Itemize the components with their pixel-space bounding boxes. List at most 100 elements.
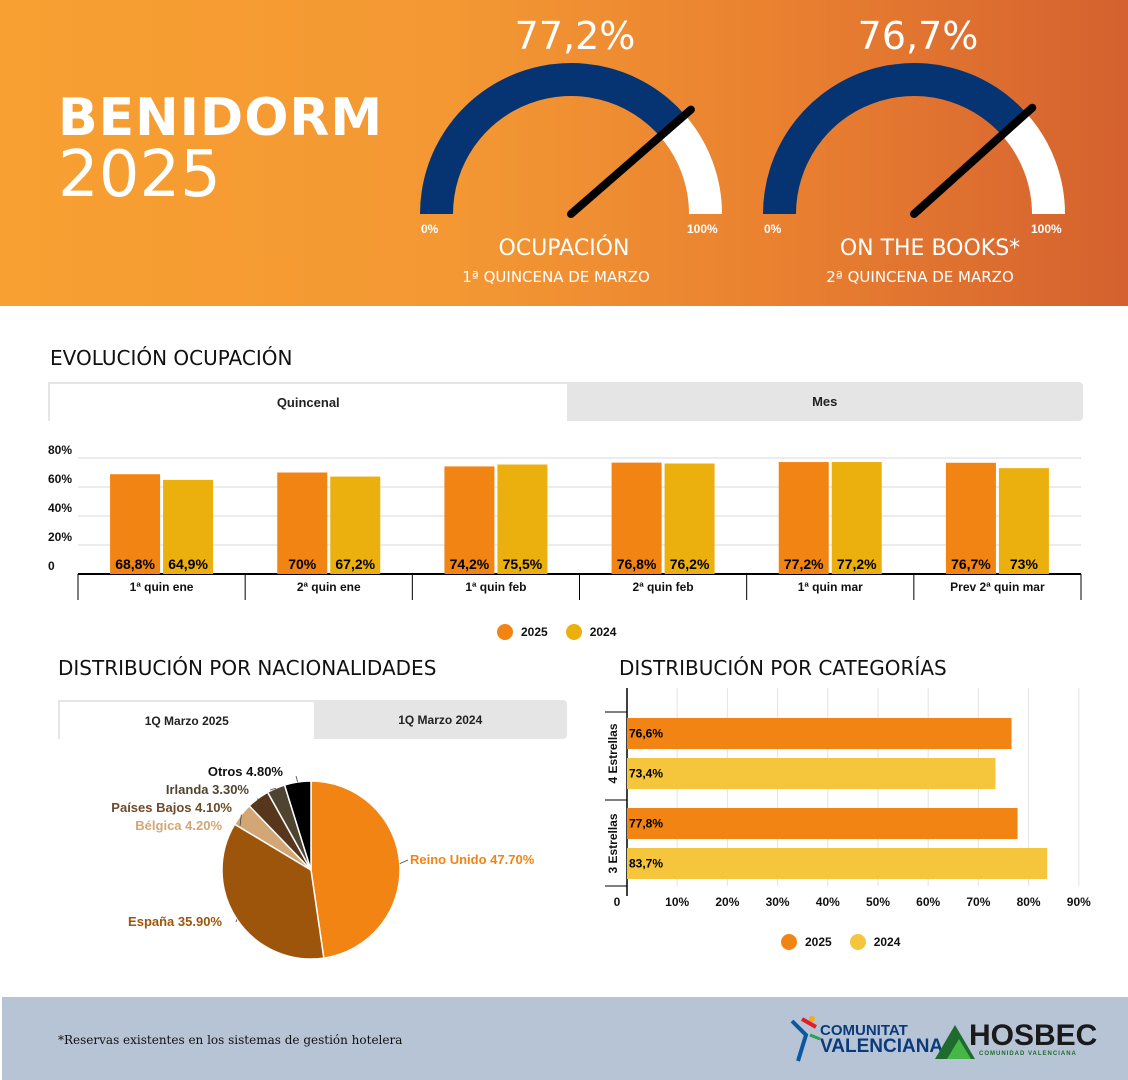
x-tick-label: 1ª quin ene [130, 580, 194, 594]
bar-data-label: 76,8% [617, 556, 657, 572]
x-tick-label: 1ª quin feb [465, 580, 526, 594]
gauge-needle [910, 103, 1037, 218]
hbar-2025 [627, 808, 1018, 839]
footer-note: *Reservas existentes en los sistemas de … [58, 1033, 403, 1047]
x-tick-label: 2ª quin ene [297, 580, 361, 594]
comunitat-line1: COMUNITAT [820, 1022, 908, 1039]
bar-2024 [831, 462, 882, 574]
pie-leader-line [239, 814, 242, 827]
legend-dot-2024 [565, 624, 582, 640]
pie-label: Bélgica 4.20% [135, 818, 222, 833]
bar-2025 [110, 474, 161, 574]
gauge-occupancy-max: 100% [687, 222, 718, 236]
gauge-occupancy [420, 62, 722, 218]
gauge-empty-arc [1001, 113, 1065, 214]
legend-item-2024: 2024 [565, 624, 616, 640]
bar-data-label: 77,2% [837, 556, 877, 572]
brand-title: BENIDORM [58, 88, 384, 148]
x-tick-label: 1ª quin mar [798, 580, 863, 594]
tab-quincenal[interactable]: Quincenal [48, 382, 567, 421]
hosbec-sub: COMUNIDAD VALENCIANA [979, 1051, 1077, 1057]
gauge-on-the-books-value: 76,7% [857, 14, 979, 58]
bar-2025 [778, 462, 829, 574]
x-tick-label: 80% [1017, 895, 1041, 909]
legend-dot-cat-2025 [781, 934, 797, 950]
x-tick-label: 90% [1067, 895, 1091, 909]
bar-data-label: 70% [288, 556, 317, 572]
gauge-on-the-books-min: 0% [764, 222, 782, 236]
tab-mes[interactable]: Mes [812, 394, 838, 409]
x-tick-label: 60% [916, 895, 940, 909]
hbar-2024 [627, 758, 996, 789]
nacionalidades-pie-chart: Reino Unido 47.70% España 35.90% Bélgica 4… [111, 764, 535, 960]
legend-label-cat-2025: 2025 [805, 935, 832, 949]
bar-data-label: 77,2% [784, 556, 824, 572]
bar-data-label: 76,2% [670, 556, 710, 572]
x-tick-label: Prev 2ª quin mar [950, 580, 1045, 594]
pie-leader-line [399, 859, 409, 864]
legend-dot-cat-2024 [849, 934, 866, 950]
pie-leader-line [295, 775, 299, 783]
x-tick-label: 2ª quin feb [633, 580, 694, 594]
comunitat-valenciana-logo: COMUNITAT VALENCIANA [786, 1013, 943, 1065]
gauge-on-the-books-max: 100% [1031, 222, 1062, 236]
gauge-on-the-books-label: ON THE BOOKS* [839, 236, 1021, 261]
bar-data-label: 73% [1010, 556, 1039, 572]
bar-data-label: 64,9% [168, 556, 208, 572]
comunitat-line2: VALENCIANA [820, 1036, 944, 1057]
hosbec-triangle-icon [935, 1025, 975, 1059]
categorias-title: DISTRIBUCIÓN POR CATEGORÍAS [619, 656, 947, 680]
bar-data-label: 74,2% [450, 556, 490, 572]
x-tick-label: 50% [866, 895, 890, 909]
pie-label: Países Bajos 4.10% [111, 800, 232, 815]
bar-2024 [163, 479, 214, 574]
hosbec-logo: HOSBEC COMUNIDAD VALENCIANA [933, 1019, 1097, 1065]
bar-2025 [277, 472, 328, 574]
bar-2024 [330, 476, 381, 574]
y-tick-label: 80% [48, 443, 72, 457]
bar-data-label: 68,8% [115, 556, 155, 572]
bar-2024 [998, 468, 1049, 574]
pie-label: Otros 4.80% [208, 764, 284, 779]
bar-data-label: 76,7% [951, 556, 991, 572]
evolucion-tabs: Quincenal Mes [48, 382, 1083, 421]
hbar-2024 [627, 848, 1048, 879]
bar-2025 [945, 462, 996, 574]
legend-item-cat-2024: 2024 [849, 934, 901, 950]
pie-slice-reino-unido [310, 780, 401, 959]
pie-leader-line [269, 787, 277, 791]
bar-2025 [611, 462, 662, 574]
gauge-on-the-books-sub: 2ª QUINCENA DE MARZO [826, 268, 1014, 286]
tab-1q-marzo-2024[interactable]: 1Q Marzo 2024 [398, 712, 483, 727]
legend-dot-2025 [497, 624, 513, 640]
x-tick-label: 30% [766, 895, 790, 909]
legend-label-cat-2024: 2024 [873, 935, 901, 949]
x-tick-label: 20% [715, 895, 739, 909]
pie-slice-españa [221, 823, 325, 960]
bar-2025 [444, 466, 495, 574]
y-tick-label: 0 [48, 559, 55, 573]
hbar-data-label: 76,6% [629, 727, 663, 741]
legend-item-2025: 2025 [497, 624, 548, 640]
legend-label-2025: 2025 [521, 625, 548, 639]
x-tick-label: 70% [966, 895, 990, 909]
pie-leader-line [235, 919, 238, 923]
tab-1q-marzo-2025[interactable]: 1Q Marzo 2025 [58, 700, 314, 739]
evolucion-title: EVOLUCIÓN OCUPACIÓN [50, 346, 293, 370]
comunitat-valenciana-icon [790, 1016, 821, 1062]
hosbec-name: HOSBEC [969, 1019, 1098, 1052]
hbar-data-label: 83,7% [629, 857, 663, 871]
gauge-fill-arc [420, 62, 685, 214]
y-category-label: 3 Estrellas [606, 813, 620, 873]
categorias-bar-chart: 0 10% 20% 30% 40% 50% 60% 70% 80% 90% 4 Estrellas 7… [605, 688, 1091, 909]
categorias-legend: 2025 2024 [781, 934, 900, 950]
hbar-data-label: 73,4% [629, 767, 663, 781]
gauge-empty-arc [660, 114, 722, 214]
x-tick-label: 0 [614, 895, 621, 909]
bar-data-label: 67,2% [335, 556, 375, 572]
gauge-on-the-books [763, 62, 1065, 218]
gauge-occupancy-min: 0% [421, 222, 439, 236]
gauge-needle [567, 105, 695, 218]
gauge-occupancy-sub: 1ª QUINCENA DE MARZO [462, 268, 650, 286]
bar-2024 [497, 464, 548, 574]
